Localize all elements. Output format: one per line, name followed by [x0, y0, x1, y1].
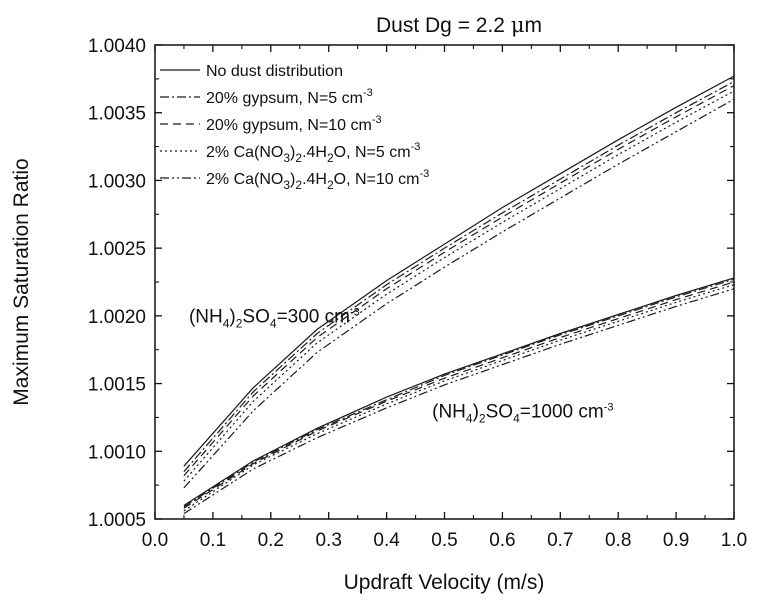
anno-1000-part: (NH: [432, 401, 466, 422]
x-tick-label: 0.6: [489, 530, 515, 551]
anno-300: (NH4)2SO4=300 cm-3: [189, 307, 360, 331]
legend-label-gyp10-part: 20% gypsum, N=10 cm: [206, 117, 372, 134]
legend-label-gyp5: 20% gypsum, N=5 cm-3: [206, 87, 373, 107]
x-tick-label: 0.8: [605, 530, 631, 551]
legend-label-nodust-part: No dust distribution: [206, 63, 343, 80]
x-axis-title: Updraft Velocity (m/s): [344, 571, 545, 594]
axis-ticks: [154, 44, 735, 520]
anno-300-part: 2: [236, 317, 243, 331]
y-tick-label: 1.0035: [88, 104, 146, 125]
x-tick-label: 0.2: [258, 530, 284, 551]
anno-300-part: =300 cm: [277, 307, 350, 328]
y-tick-labels: 1.0005 1.0010 1.0015 1.0020 1.0025 1.0030 1.00…: [88, 36, 146, 531]
series-line-1000-nodust: [183, 277, 735, 507]
series-lines: [183, 75, 735, 515]
chart-title-unit: m: [524, 14, 542, 37]
legend-label-cano10-part: 2% Ca(NO: [206, 171, 283, 188]
y-axis-title: Maximum Saturation Ratio: [10, 158, 33, 405]
x-tick-label: 1.0: [721, 530, 747, 551]
legend-label-cano5-part: ): [290, 144, 295, 161]
chart-title: Dust Dg = 2.2 μm: [376, 13, 542, 37]
series-line-300-cano10: [183, 98, 735, 489]
legend-label-cano10-part: 2: [327, 178, 334, 192]
chart-title-prefix: Dust Dg = 2.2: [376, 14, 511, 37]
legend-label-cano5-part: 2% Ca(NO: [206, 144, 283, 161]
anno-1000-part: ): [473, 401, 479, 422]
anno-1000-part: 4: [466, 411, 473, 425]
x-tick-label: 0.1: [200, 530, 226, 551]
legend-label-cano5: 2% Ca(NO3)2.4H2O, N=5 cm-3: [206, 141, 420, 165]
chart-title-mu: μ: [511, 13, 525, 37]
anno-300-part: SO: [242, 307, 269, 328]
legend-label-gyp10-part: -3: [372, 114, 382, 126]
legend-label-cano10-part: .4H: [302, 171, 327, 188]
x-tick-label: 0.3: [315, 530, 341, 551]
x-tick-labels: 0.0 0.1 0.2 0.3 0.4 0.5 0.6 0.7 0.8 0.9 1.0: [142, 530, 747, 551]
annotations: (NH4)2SO4=300 cm-3(NH4)2SO4=1000 cm-3: [189, 307, 614, 426]
series-line-300-gyp10: [183, 85, 735, 477]
legend-label-gyp5-part: 20% gypsum, N=5 cm: [206, 90, 363, 107]
legend-label-cano5-part: 2: [295, 151, 302, 165]
anno-300-part: 4: [223, 317, 230, 331]
anno-1000-part: 4: [513, 411, 520, 425]
series-line-300-gyp5: [183, 81, 735, 472]
legend-label-cano10: 2% Ca(NO3)2.4H2O, N=10 cm-3: [206, 168, 429, 192]
series-line-1000-cano5: [183, 284, 735, 512]
y-tick-label: 1.0005: [88, 510, 146, 531]
legend-label-cano10-part: 2: [295, 178, 302, 192]
series-line-300-nodust: [183, 75, 735, 467]
legend-label-cano10-part: -3: [419, 168, 429, 180]
legend-label-cano5-part: 3: [283, 151, 290, 165]
x-tick-label: 0.5: [431, 530, 457, 551]
anno-300-part: -3: [350, 307, 360, 319]
legend-label-cano5-part: 2: [327, 151, 334, 165]
x-tick-label: 0.7: [547, 530, 573, 551]
legend-label-cano5-part: -3: [411, 141, 421, 153]
legend-label-cano10-part: ): [290, 171, 295, 188]
legend-label-cano10-part: O, N=10 cm: [334, 171, 420, 188]
y-tick-label: 1.0030: [88, 171, 146, 192]
x-tick-label: 0.9: [663, 530, 689, 551]
legend-label-gyp10: 20% gypsum, N=10 cm-3: [206, 114, 382, 134]
anno-300-part: (NH: [189, 307, 223, 328]
x-tick-label: 0.0: [142, 530, 168, 551]
legend-label-gyp5-part: -3: [363, 87, 373, 99]
anno-1000-part: -3: [604, 401, 614, 413]
anno-1000-part: =1000 cm: [520, 401, 604, 422]
series-line-1000-gyp5: [183, 278, 735, 508]
anno-1000: (NH4)2SO4=1000 cm-3: [432, 401, 613, 425]
anno-300-part: ): [229, 307, 235, 328]
series-line-300-cano5: [183, 90, 735, 482]
y-tick-label: 1.0025: [88, 239, 146, 260]
anno-1000-part: 2: [479, 411, 486, 425]
y-tick-label: 1.0015: [88, 375, 146, 396]
y-tick-label: 1.0010: [88, 442, 146, 463]
legend-label-nodust: No dust distribution: [206, 63, 343, 80]
y-tick-label: 1.0040: [88, 36, 146, 57]
x-tick-label: 0.4: [373, 530, 400, 551]
anno-1000-part: SO: [486, 401, 513, 422]
legend-label-cano5-part: .4H: [302, 144, 327, 161]
series-line-1000-cano10: [183, 288, 735, 515]
anno-300-part: 4: [270, 317, 277, 331]
series-line-1000-gyp10: [183, 281, 735, 509]
legend-label-cano10-part: 3: [283, 178, 290, 192]
y-tick-label: 1.0020: [88, 307, 146, 328]
legend-label-cano5-part: O, N=5 cm: [334, 144, 411, 161]
